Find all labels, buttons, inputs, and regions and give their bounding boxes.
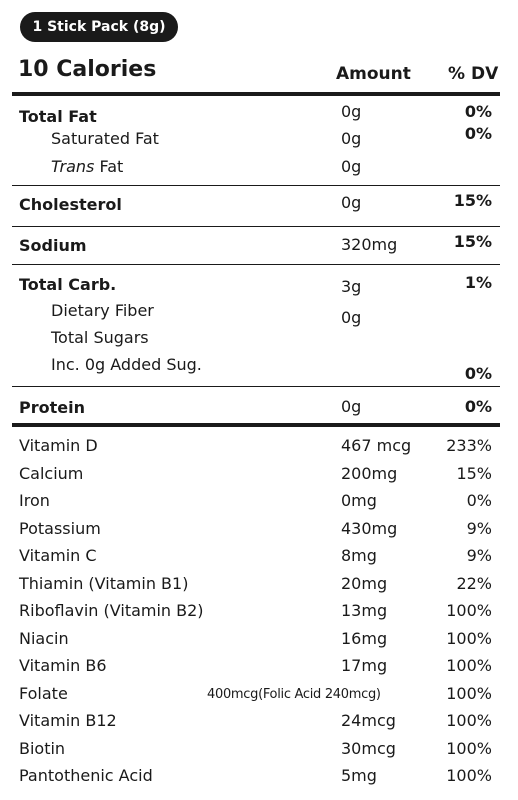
amount-column-header: Amount: [336, 64, 411, 84]
vitamin-name: Niacin: [19, 629, 69, 648]
vitamin-dv: 100%: [446, 739, 492, 758]
vitamin-amount: 400mcg(Folic Acid 240mcg): [207, 687, 381, 702]
vitamin-name: Vitamin D: [19, 436, 98, 455]
total-fat-dv: 0%: [464, 102, 492, 121]
trans-fat-amount: 0g: [341, 157, 362, 176]
total-carb-dv: 1%: [464, 273, 492, 292]
total-fat-label: Total Fat: [19, 107, 97, 126]
saturated-fat-amount: 0g: [341, 129, 362, 148]
sodium-dv: 15%: [453, 232, 492, 251]
vitamin-name: Iron: [19, 491, 50, 510]
vitamin-amount: 0mg: [341, 491, 377, 510]
vitamin-dv: 0%: [466, 491, 492, 510]
added-sugars-label: Inc. 0g Added Sug.: [51, 355, 202, 374]
cholesterol-amount: 0g: [341, 193, 362, 212]
vitamin-dv: 100%: [446, 711, 492, 730]
vitamin-dv: 233%: [446, 436, 492, 455]
vitamins-divider: [12, 423, 500, 427]
protein-amount: 0g: [341, 397, 362, 416]
vitamin-dv: 100%: [446, 601, 492, 620]
protein-dv: 0%: [464, 397, 492, 416]
saturated-fat-label: Saturated Fat: [51, 129, 159, 148]
vitamin-amount: 430mg: [341, 519, 398, 538]
vitamin-name: Calcium: [19, 464, 84, 483]
total-carb-amount: 3g: [341, 277, 362, 296]
vitamin-dv: 22%: [456, 574, 492, 593]
vitamin-dv: 100%: [446, 656, 492, 675]
divider: [12, 185, 500, 186]
vitamin-amount: 13mg: [341, 601, 388, 620]
cholesterol-label: Cholesterol: [19, 195, 122, 214]
vitamin-amount: 17mg: [341, 656, 388, 675]
vitamin-name: Riboflavin (Vitamin B2): [19, 601, 204, 620]
vitamin-name: Vitamin B12: [19, 711, 117, 730]
total-sugars-label: Total Sugars: [51, 328, 149, 347]
vitamin-dv: 100%: [446, 684, 492, 703]
vitamin-amount: 24mcg: [341, 711, 396, 730]
vitamin-dv: 9%: [466, 546, 492, 565]
vitamin-name: Vitamin B6: [19, 656, 107, 675]
sodium-label: Sodium: [19, 236, 87, 255]
vitamin-amount: 200mg: [341, 464, 398, 483]
vitamin-name: Vitamin C: [19, 546, 97, 565]
divider: [12, 226, 500, 227]
cholesterol-dv: 15%: [453, 191, 492, 210]
vitamin-amount: 20mg: [341, 574, 388, 593]
vitamin-dv: 15%: [456, 464, 492, 483]
added-sugars-dv: 0%: [464, 364, 492, 383]
divider: [12, 386, 500, 387]
vitamin-amount: 467 mcg: [341, 436, 412, 455]
vitamin-amount: 30mcg: [341, 739, 396, 758]
protein-label: Protein: [19, 398, 85, 417]
trans-fat-label-rest: Fat: [94, 157, 124, 176]
vitamin-dv: 9%: [466, 519, 492, 538]
calories-heading: 10 Calories: [18, 57, 157, 82]
vitamin-dv: 100%: [446, 766, 492, 785]
trans-fat-label: Trans Fat: [51, 157, 123, 176]
header-divider: [12, 92, 500, 96]
vitamin-name: Biotin: [19, 739, 66, 758]
vitamin-name: Pantothenic Acid: [19, 766, 153, 785]
serving-size-badge: 1 Stick Pack (8g): [20, 12, 178, 42]
vitamin-amount: 8mg: [341, 546, 377, 565]
vitamin-name: Folate: [19, 684, 68, 703]
sodium-amount: 320mg: [341, 235, 398, 254]
dietary-fiber-label: Dietary Fiber: [51, 301, 154, 320]
divider: [12, 264, 500, 265]
vitamin-amount: 5mg: [341, 766, 377, 785]
total-fat-amount: 0g: [341, 102, 362, 121]
saturated-fat-dv: 0%: [464, 124, 492, 143]
dietary-fiber-amount: 0g: [341, 308, 362, 327]
vitamin-dv: 100%: [446, 629, 492, 648]
total-carb-label: Total Carb.: [19, 275, 117, 294]
dv-column-header: % DV: [448, 64, 499, 84]
vitamin-name: Potassium: [19, 519, 101, 538]
trans-fat-label-italic: Trans: [51, 157, 95, 176]
vitamin-name: Thiamin (Vitamin B1): [19, 574, 189, 593]
vitamin-amount: 16mg: [341, 629, 388, 648]
